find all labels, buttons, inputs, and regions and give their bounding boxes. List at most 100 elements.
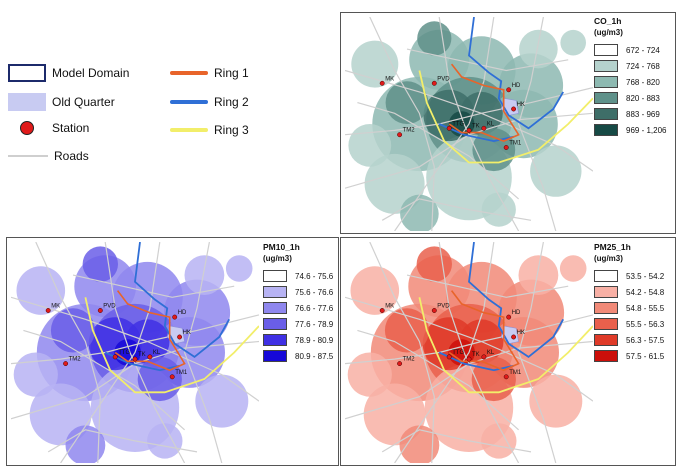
pm10-swatch-3	[263, 302, 287, 314]
pm10-station-kl	[147, 354, 153, 360]
pm10-swatch-5	[263, 334, 287, 346]
pm25-swatch-1	[594, 270, 618, 282]
co-station-label: HK	[517, 102, 525, 108]
co-ring2-segment	[438, 123, 514, 143]
co-map: MK PVD HD HK TM1 KL TM2 TTG TK	[345, 17, 593, 231]
pm10-station-label: HK	[183, 330, 191, 336]
pm25-map-panel: MK PVD HD HK TM1 KL TM2 TTG TK PM25_1h (ug/m3) 5…	[340, 237, 676, 466]
co-class-label: 724 - 768	[626, 61, 660, 71]
legend-model-domain: Model Domain	[8, 64, 129, 82]
pm10-class-6: 80.9 - 87.5	[263, 348, 333, 364]
pm10-station-tm1	[169, 374, 175, 380]
co-ring3	[418, 70, 593, 164]
co-swatch-2	[594, 60, 618, 72]
pm10-station-label: TTG	[118, 350, 130, 356]
pm10-swatch-2	[263, 286, 287, 298]
pm25-station-kl	[481, 354, 487, 360]
pm10-station-label: TM2	[69, 357, 82, 363]
pm25-station-mk	[379, 308, 385, 313]
legend-roads: Roads	[8, 149, 89, 163]
pm25-ring2	[468, 242, 564, 359]
pm10-road	[11, 296, 259, 402]
co-station-kl	[481, 125, 487, 131]
pm25-road	[369, 242, 435, 463]
pm10-station-label: MK	[51, 304, 60, 310]
pm25-station-ttg	[446, 354, 452, 360]
pm10-class-5: 78.9 - 80.9	[263, 332, 333, 348]
pm10-class-label: 75.6 - 76.6	[295, 287, 334, 297]
pm10-road	[23, 329, 185, 431]
ring3-symbol	[170, 128, 208, 132]
co-road	[517, 17, 557, 231]
pm25-swatch-5	[594, 334, 618, 346]
pm25-road	[517, 242, 557, 463]
station-symbol	[20, 121, 34, 135]
pm10-swatch-1	[263, 270, 287, 282]
pm10-road	[183, 242, 223, 463]
pm25-road	[345, 314, 593, 365]
co-station-mk	[379, 80, 385, 86]
co-road	[369, 17, 435, 231]
pm10-ring2	[134, 242, 230, 359]
co-road	[438, 17, 520, 231]
co-road	[345, 87, 593, 136]
pm25-road	[394, 242, 495, 463]
pm10-legend-title: PM10_1h	[263, 242, 300, 252]
co-ring1	[448, 63, 520, 142]
legend-station-label: Station	[52, 121, 90, 135]
pm25-station-hd	[506, 314, 512, 320]
pm25-station-label: KL	[487, 350, 495, 356]
pm10-class-2: 75.6 - 76.6	[263, 284, 333, 300]
old-quarter-symbol	[8, 93, 46, 111]
co-legend: CO_1h (ug/m3) 672 - 724 724 - 768 768 - …	[594, 16, 666, 138]
pm25-concentration-cell	[559, 255, 587, 282]
pm10-class-1: 74.6 - 75.6	[263, 268, 333, 284]
pm25-road	[357, 329, 519, 431]
co-concentration-cell	[348, 123, 392, 167]
pm10-station-label: PVD	[103, 304, 116, 310]
co-class-label: 883 - 969	[626, 109, 660, 119]
legend-ring3-label: Ring 3	[214, 123, 249, 137]
pm25-station-label: TM2	[403, 357, 416, 363]
legend-model-domain-label: Model Domain	[52, 66, 130, 80]
pm10-concentration-cell	[184, 255, 225, 295]
co-station-label: TM1	[509, 141, 522, 147]
co-concentration-cell	[481, 192, 516, 227]
co-swatch-6	[594, 124, 618, 136]
pm10-road	[104, 242, 186, 463]
pm25-class-4: 55.5 - 56.3	[594, 316, 664, 332]
co-class-2: 724 - 768	[594, 58, 666, 74]
co-station-hd	[506, 87, 512, 93]
pm10-road	[47, 429, 198, 453]
pm25-legend: PM25_1h (ug/m3) 53.5 - 54.2 54.2 - 54.8 …	[594, 242, 664, 364]
pm25-station-hk	[511, 334, 517, 340]
pm10-class-label: 74.6 - 75.6	[295, 271, 334, 281]
pm25-class-label: 54.8 - 55.5	[626, 303, 665, 313]
pm25-class-label: 54.2 - 54.8	[626, 287, 665, 297]
pm10-map: MK PVD HD HK TM1 KL TM2 TTG TK	[11, 242, 259, 463]
pm10-station-label: TK	[138, 352, 146, 358]
pm10-station-label: HD	[178, 310, 187, 316]
pm10-station-tm2	[63, 361, 69, 367]
pm25-station-label: PVD	[437, 304, 450, 310]
pm25-station-pvd	[431, 308, 437, 313]
pm10-road	[11, 314, 259, 365]
road-symbol	[8, 155, 48, 157]
co-class-label: 820 - 883	[626, 93, 660, 103]
pm25-station-tm1	[503, 374, 509, 380]
co-concentration-cell	[385, 81, 429, 124]
pm10-concentration-cell	[13, 352, 58, 397]
legend-ring2-label: Ring 2	[214, 95, 249, 109]
co-station-label: KL	[487, 121, 495, 127]
pm25-concentration-cell	[529, 374, 583, 428]
pm10-legend: PM10_1h (ug/m3) 74.6 - 75.6 75.6 - 76.6 …	[263, 242, 333, 364]
pm25-concentration-cell	[416, 246, 452, 282]
co-road	[381, 198, 532, 221]
pm25-road	[345, 296, 593, 402]
co-roads-layer	[345, 17, 593, 231]
co-road	[345, 69, 593, 172]
co-station-label: HD	[512, 83, 521, 89]
pm25-class-label: 53.5 - 54.2	[626, 271, 665, 281]
legend-old-quarter-label: Old Quarter	[52, 95, 115, 109]
pm25-class-1: 53.5 - 54.2	[594, 268, 664, 284]
